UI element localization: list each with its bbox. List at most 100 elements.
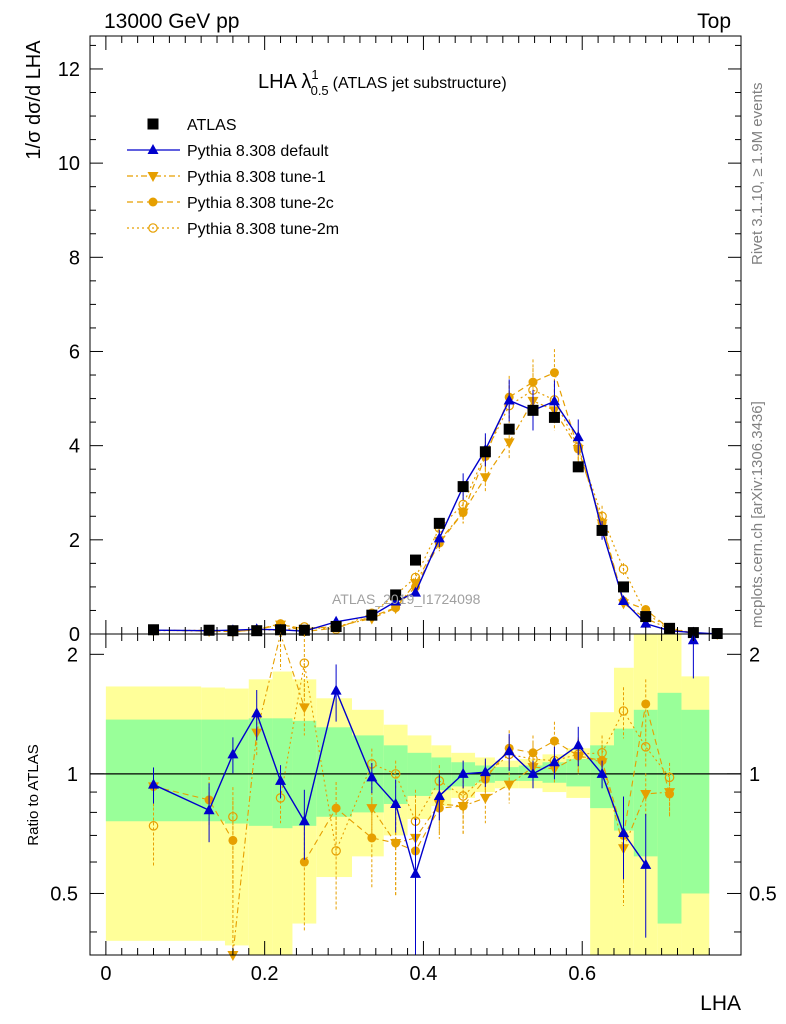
ratio-point [390,797,402,808]
data-point [390,604,402,615]
data-point [503,394,515,405]
ratio-point [228,835,238,845]
y-tick-label: 10 [58,153,80,175]
data-point [618,595,630,606]
ratio-point [664,788,676,799]
data-point [618,581,630,593]
inner-band [633,709,658,857]
plot-title: LHA λ1 0.5 (ATLAS jet substructure) [258,67,507,98]
data-point [203,624,215,636]
data-point [390,589,402,601]
inner-band [224,719,249,824]
ratio-point [366,804,378,815]
ratio-point [410,867,421,878]
y-tick-label: 2 [69,530,80,552]
ratio-point [390,769,401,779]
legend-label: Pythia 8.308 tune-2c [187,195,334,212]
ratio-point [331,803,341,813]
ratio-point [275,774,287,785]
ratio-line-2 [303,703,671,863]
ratio-point [298,703,310,714]
energy-label: 13000 GeV pp [104,10,239,33]
data-point [503,438,515,449]
ratio-y-tick-label: 0.5 [50,883,78,905]
ratio-point [251,707,263,718]
xlabel: LHA [700,992,741,1015]
ratio-point [503,745,515,756]
x-tick-label: 0.6 [568,963,596,985]
inner-band [681,709,710,894]
legend-label: Pythia 8.308 default [187,143,329,160]
ratio-point [331,846,341,856]
ratio-y-tick-label-right: 1 [749,764,760,786]
ratio-point [390,838,402,849]
data-point [251,625,263,637]
inner-band [272,718,293,829]
ratio-point [641,699,651,709]
ratio-plot-series [148,631,699,961]
main-ylabel: 1/σ dσ/d LHA [23,40,45,160]
data-point [549,368,559,378]
data-point [640,617,652,628]
ratio-point [548,756,560,767]
ratio-point [640,742,651,752]
data-point [457,508,469,519]
main-plot-series [148,349,723,640]
inner-band [248,718,273,826]
legend-label: Pythia 8.308 tune-2m [187,221,339,238]
data-point [479,446,491,458]
data-point [410,579,421,590]
data-point [479,473,491,484]
data-point [572,461,584,473]
inner-band [316,727,352,817]
legend-label: Pythia 8.308 tune-1 [187,169,326,186]
data-point [548,395,560,406]
ratio-frame [89,633,742,956]
y-tick-label: 6 [69,341,80,363]
legend-marker [147,118,159,130]
ratio-point [148,821,159,831]
rivet-label: Rivet 3.1.10, ≥ 1.9M events [749,83,766,266]
legend-label: ATLAS [187,117,237,134]
ratio-point [618,706,629,716]
data-point [527,404,539,416]
data-point [433,517,445,529]
legend-marker [147,144,159,154]
ratio-y-tick-label-right: 0.5 [749,883,777,905]
ratio-point [298,815,310,826]
y-tick-label: 4 [69,436,80,458]
data-point [298,624,310,636]
ratio-point [479,766,491,777]
ratio-line-3 [279,663,670,853]
data-point [457,481,469,493]
y-tick-label: 8 [69,247,80,269]
data-point [366,609,378,621]
data-point [640,611,652,623]
ratio-point [596,767,608,778]
legend: ATLAS Pythia 8.308 default Pythia 8.308 tu… [127,117,339,238]
data-point [503,423,515,435]
legend-marker [147,172,159,182]
data-point [410,586,421,597]
x-tick-label: 0.4 [410,963,438,985]
ratio-point [527,767,539,778]
ratio-point [299,857,309,867]
data-point [572,431,584,442]
data-point [618,564,629,574]
process-label: Top [697,10,731,33]
data-point [433,532,445,543]
ratio-point [457,767,469,778]
ratio-y-tick-label: 1 [67,764,78,786]
data-point [330,620,342,632]
ratio-point [366,771,378,782]
ratio-plot-frame: 0.5 0.5 1 1 2 2 0 0.2 0.4 0.6 [50,633,777,985]
ratio-point [479,793,491,804]
ratio-point [572,739,584,750]
data-point [664,622,676,634]
ratio-y-tick-label: 2 [67,644,78,666]
x-tick-label: 0 [100,963,111,985]
ratio-point [148,778,160,789]
ratio-point [227,951,239,961]
ratio-point [618,826,630,837]
